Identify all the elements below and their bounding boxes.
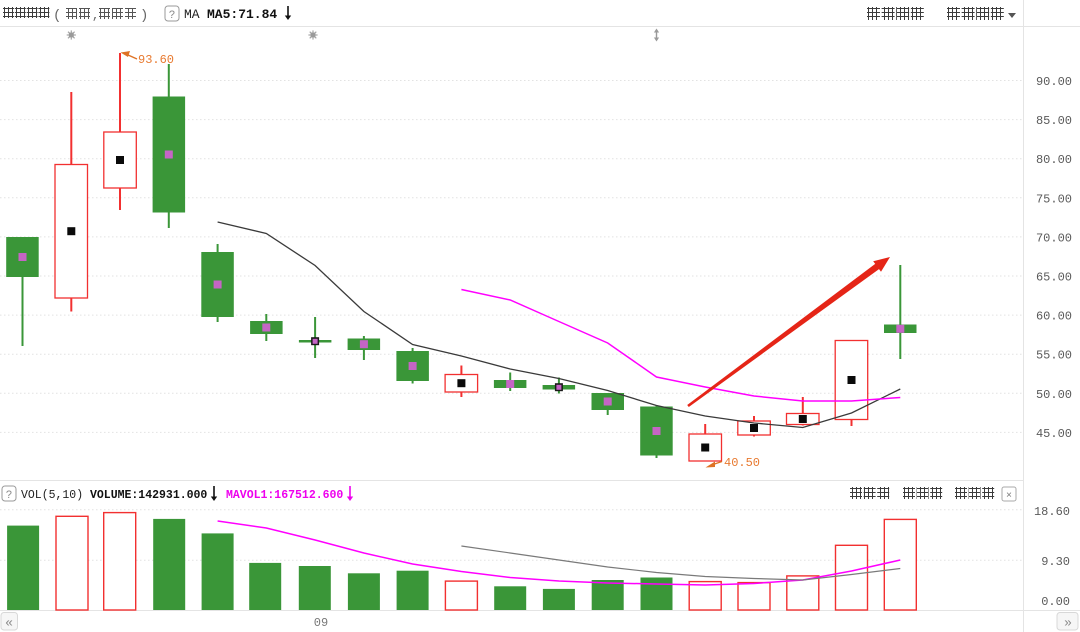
svg-text:60.00: 60.00 <box>1036 310 1072 324</box>
svg-text:MAVOL1:167512.600: MAVOL1:167512.600 <box>226 489 343 502</box>
svg-text:?: ? <box>169 10 176 22</box>
svg-text:0.00: 0.00 <box>1041 595 1070 609</box>
svg-text:): ) <box>140 8 148 24</box>
svg-text:18.60: 18.60 <box>1034 505 1070 519</box>
svg-text:45.00: 45.00 <box>1036 427 1072 441</box>
svg-text:80.00: 80.00 <box>1036 153 1072 167</box>
svg-text:VOL(5,10): VOL(5,10) <box>21 489 83 502</box>
svg-text:9.30: 9.30 <box>1041 555 1070 569</box>
svg-text:93.60: 93.60 <box>138 53 174 67</box>
svg-text:09: 09 <box>314 616 328 630</box>
svg-text:MA: MA <box>184 7 200 22</box>
svg-text:55.00: 55.00 <box>1036 349 1072 363</box>
svg-text:75.00: 75.00 <box>1036 192 1072 206</box>
svg-text:50.00: 50.00 <box>1036 388 1072 402</box>
svg-text:85.00: 85.00 <box>1036 114 1072 128</box>
svg-text:?: ? <box>6 490 13 502</box>
svg-text:70.00: 70.00 <box>1036 231 1072 245</box>
svg-text:(: ( <box>53 8 61 24</box>
svg-text:«: « <box>5 616 13 631</box>
svg-text:40.50: 40.50 <box>724 456 760 470</box>
svg-text:VOLUME:142931.000: VOLUME:142931.000 <box>90 489 207 502</box>
svg-text:,: , <box>92 9 99 23</box>
svg-text:×: × <box>1006 491 1012 502</box>
svg-text:90.00: 90.00 <box>1036 75 1072 89</box>
svg-text:65.00: 65.00 <box>1036 271 1072 285</box>
svg-text:»: » <box>1064 616 1072 631</box>
svg-text:MA5:71.84: MA5:71.84 <box>207 7 277 22</box>
